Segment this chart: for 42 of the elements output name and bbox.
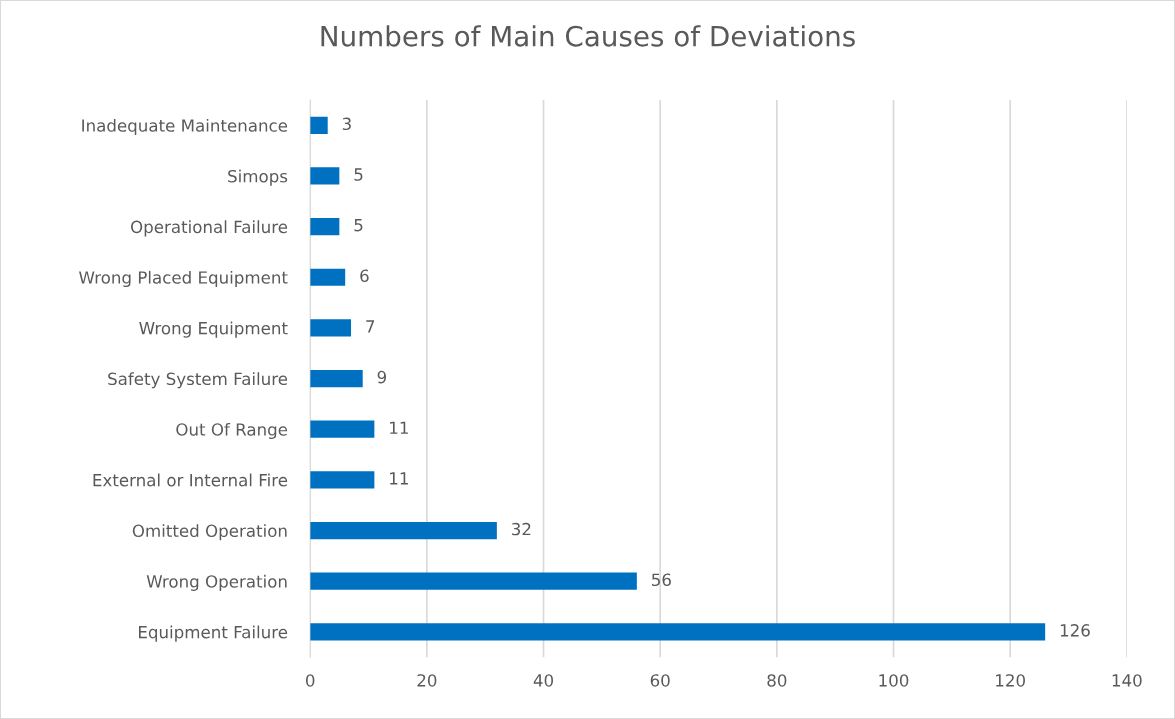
data-label: 11 bbox=[390, 472, 408, 485]
bar bbox=[310, 369, 363, 388]
bar bbox=[310, 420, 375, 438]
y-tick-label: Simops bbox=[228, 169, 288, 186]
y-tick-label: Operational Failure bbox=[130, 220, 288, 237]
data-label: 5 bbox=[354, 168, 363, 181]
x-tick-label: 120 bbox=[996, 674, 1025, 687]
y-tick-label: Safety System Failure bbox=[108, 372, 288, 389]
bar bbox=[310, 167, 340, 185]
bar bbox=[310, 319, 352, 337]
y-tick-label: Out Of Range bbox=[176, 422, 288, 440]
x-tick-label: 20 bbox=[417, 674, 437, 687]
data-label: 32 bbox=[512, 522, 531, 536]
data-label: 7 bbox=[366, 320, 375, 333]
y-tick-label: Wrong Placed Equipment bbox=[79, 270, 288, 288]
data-label: 5 bbox=[354, 219, 363, 232]
chart-title: Numbers of Main Causes of Deviations bbox=[321, 25, 855, 47]
bar bbox=[310, 268, 346, 286]
x-tick-label: 40 bbox=[533, 674, 554, 687]
y-tick-label: Wrong Operation bbox=[146, 574, 287, 591]
y-tick-label: Omitted Operation bbox=[132, 524, 287, 541]
y-tick-label: External or Internal Fire bbox=[93, 473, 288, 487]
bar bbox=[310, 116, 328, 134]
bar bbox=[310, 217, 340, 236]
bar bbox=[310, 572, 637, 590]
data-label: 6 bbox=[360, 269, 369, 283]
y-tick-label: Equipment Failure bbox=[139, 625, 288, 642]
x-tick-label: 80 bbox=[767, 674, 787, 687]
x-tick-label: 140 bbox=[1112, 674, 1142, 687]
x-tick-label: 100 bbox=[879, 674, 909, 687]
data-label: 9 bbox=[377, 370, 387, 384]
y-tick-label: Inadequate Maintenance bbox=[82, 118, 288, 136]
bar bbox=[310, 471, 375, 489]
bar bbox=[310, 521, 497, 540]
data-label: 56 bbox=[652, 573, 671, 587]
data-label: 126 bbox=[1060, 624, 1090, 637]
x-tick-label: 60 bbox=[650, 674, 670, 687]
bar bbox=[310, 623, 1046, 641]
data-label: 11 bbox=[390, 421, 408, 434]
y-tick-label: Wrong Equipment bbox=[139, 321, 288, 338]
x-tick-label: 0 bbox=[306, 674, 315, 687]
data-label: 3 bbox=[342, 117, 351, 131]
